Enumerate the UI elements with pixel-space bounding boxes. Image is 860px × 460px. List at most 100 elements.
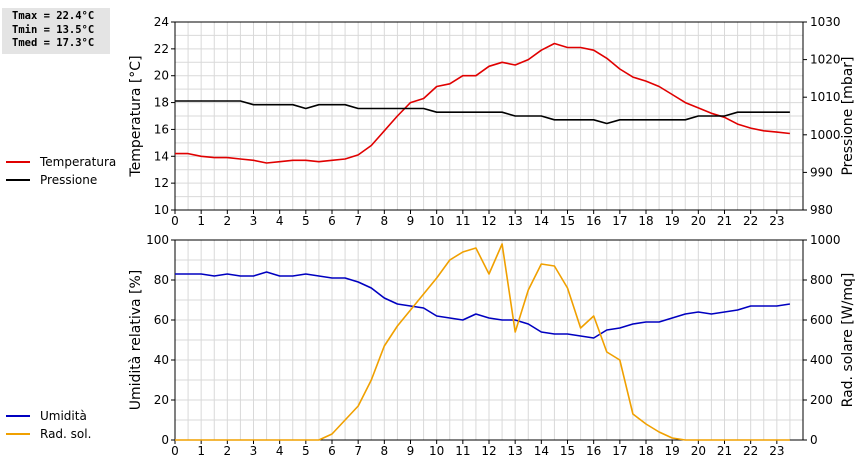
y-left-tick-label: 20 bbox=[154, 69, 169, 83]
x-tick-label: 0 bbox=[171, 444, 179, 458]
y-right-tick-label: 400 bbox=[810, 353, 833, 367]
x-tick-label: 14 bbox=[534, 444, 549, 458]
x-tick-label: 16 bbox=[586, 444, 601, 458]
legend-swatch-pressione bbox=[6, 179, 30, 181]
y-right-tick-label: 990 bbox=[810, 165, 833, 179]
y-right-tick-label: 1020 bbox=[810, 53, 841, 67]
x-tick-label: 22 bbox=[743, 214, 758, 228]
x-tick-label: 19 bbox=[665, 444, 680, 458]
y-left-tick-label: 40 bbox=[154, 353, 169, 367]
legend-swatch-umidita bbox=[6, 415, 30, 417]
x-tick-label: 20 bbox=[691, 214, 706, 228]
legend-label-pressione: Pressione bbox=[40, 173, 98, 187]
x-tick-label: 7 bbox=[354, 444, 362, 458]
y-right-tick-label: 1030 bbox=[810, 15, 841, 29]
x-tick-label: 6 bbox=[328, 214, 336, 228]
x-tick-label: 3 bbox=[250, 444, 258, 458]
x-tick-label: 17 bbox=[612, 214, 627, 228]
y-right-axis-title: Rad. solare [W/mq] bbox=[840, 273, 856, 408]
y-right-tick-label: 800 bbox=[810, 273, 833, 287]
chart-panel-2: 0 1 2 3 4 5 6 7 8 9 10 11 12 13 14 15 16 17 18 19 20 21 22 2302… bbox=[128, 233, 856, 458]
x-tick-label: 2 bbox=[224, 444, 232, 458]
y-left-tick-label: 0 bbox=[161, 433, 169, 447]
x-tick-label: 21 bbox=[717, 214, 732, 228]
x-tick-label: 4 bbox=[276, 444, 284, 458]
x-tick-label: 21 bbox=[717, 444, 732, 458]
x-tick-label: 14 bbox=[534, 214, 549, 228]
y-left-tick-label: 100 bbox=[146, 233, 169, 247]
y-left-tick-label: 10 bbox=[154, 203, 169, 217]
legend-item-pressione: Pressione bbox=[6, 171, 116, 189]
y-left-tick-label: 24 bbox=[154, 15, 169, 29]
x-tick-label: 8 bbox=[381, 214, 389, 228]
x-tick-label: 9 bbox=[407, 444, 415, 458]
y-right-tick-label: 980 bbox=[810, 203, 833, 217]
x-tick-label: 10 bbox=[429, 444, 444, 458]
x-tick-label: 17 bbox=[612, 444, 627, 458]
y-right-tick-label: 600 bbox=[810, 313, 833, 327]
x-tick-label: 5 bbox=[302, 444, 310, 458]
series-line-umidit bbox=[175, 271, 791, 339]
legend-item-rad-sol: Rad. sol. bbox=[6, 425, 91, 443]
x-tick-label: 8 bbox=[381, 444, 389, 458]
y-left-tick-label: 18 bbox=[154, 96, 169, 110]
x-tick-label: 15 bbox=[560, 214, 575, 228]
x-tick-label: 15 bbox=[560, 444, 575, 458]
y-left-tick-label: 60 bbox=[154, 313, 169, 327]
series-line-rad-sol bbox=[175, 243, 790, 441]
x-tick-label: 7 bbox=[354, 214, 362, 228]
x-tick-label: 1 bbox=[197, 214, 205, 228]
legend-swatch-temperatura bbox=[6, 161, 30, 163]
y-left-tick-label: 20 bbox=[154, 393, 169, 407]
x-tick-label: 22 bbox=[743, 444, 758, 458]
x-tick-label: 20 bbox=[691, 444, 706, 458]
x-tick-label: 3 bbox=[250, 214, 258, 228]
x-tick-label: 23 bbox=[769, 214, 784, 228]
y-left-axis-title: Umidità relativa [%] bbox=[128, 270, 144, 411]
x-tick-label: 19 bbox=[665, 214, 680, 228]
x-tick-label: 1 bbox=[197, 444, 205, 458]
y-right-tick-label: 0 bbox=[810, 433, 818, 447]
legend-swatch-rad-sol bbox=[6, 433, 30, 435]
tmed-text: Tmed = 17.3°C bbox=[12, 37, 95, 49]
legend-bottom: Umidità Rad. sol. bbox=[6, 407, 91, 443]
x-tick-label: 6 bbox=[328, 444, 336, 458]
x-tick-label: 4 bbox=[276, 214, 284, 228]
legend-label-temperatura: Temperatura bbox=[40, 155, 117, 169]
y-right-axis-title: Pressione [mbar] bbox=[840, 56, 856, 175]
x-tick-label: 13 bbox=[508, 214, 523, 228]
legend-top: Temperatura Pressione bbox=[6, 153, 116, 189]
y-left-tick-label: 14 bbox=[154, 149, 169, 163]
legend-item-temperatura: Temperatura bbox=[6, 153, 116, 171]
series-line-temperatura bbox=[175, 42, 790, 164]
x-tick-label: 12 bbox=[481, 444, 496, 458]
x-tick-label: 16 bbox=[586, 214, 601, 228]
x-tick-label: 13 bbox=[508, 444, 523, 458]
legend-label-rad-sol: Rad. sol. bbox=[40, 427, 92, 441]
y-left-tick-label: 22 bbox=[154, 42, 169, 56]
x-tick-label: 0 bbox=[171, 214, 179, 228]
x-tick-label: 10 bbox=[429, 214, 444, 228]
y-right-tick-label: 1000 bbox=[810, 233, 841, 247]
x-tick-label: 5 bbox=[302, 214, 310, 228]
y-left-tick-label: 16 bbox=[154, 122, 169, 136]
stats-box: Tmax = 22.4°C Tmin = 13.5°C Tmed = 17.3°… bbox=[2, 8, 110, 54]
y-right-tick-label: 1010 bbox=[810, 90, 841, 104]
x-tick-label: 9 bbox=[407, 214, 415, 228]
y-right-tick-label: 1000 bbox=[810, 128, 841, 142]
y-left-axis-title: Temperatura [°C] bbox=[128, 55, 144, 177]
chart-panel-1: 0 1 2 3 4 5 6 7 8 9 10 11 12 13 14 15 16 17 18 19 20 21 22 2310… bbox=[128, 15, 856, 228]
series-line-pressione bbox=[175, 100, 790, 125]
x-tick-label: 11 bbox=[455, 214, 470, 228]
x-tick-label: 18 bbox=[638, 214, 653, 228]
legend-item-umidita: Umidità bbox=[6, 407, 91, 425]
legend-label-umidita: Umidità bbox=[40, 409, 87, 423]
tmax-text: Tmax = 22.4°C bbox=[12, 10, 95, 22]
x-tick-label: 2 bbox=[224, 214, 232, 228]
tmin-text: Tmin = 13.5°C bbox=[12, 23, 95, 36]
x-tick-label: 11 bbox=[455, 444, 470, 458]
y-left-tick-label: 80 bbox=[154, 273, 169, 287]
x-tick-label: 18 bbox=[638, 444, 653, 458]
y-left-tick-label: 12 bbox=[154, 176, 169, 190]
